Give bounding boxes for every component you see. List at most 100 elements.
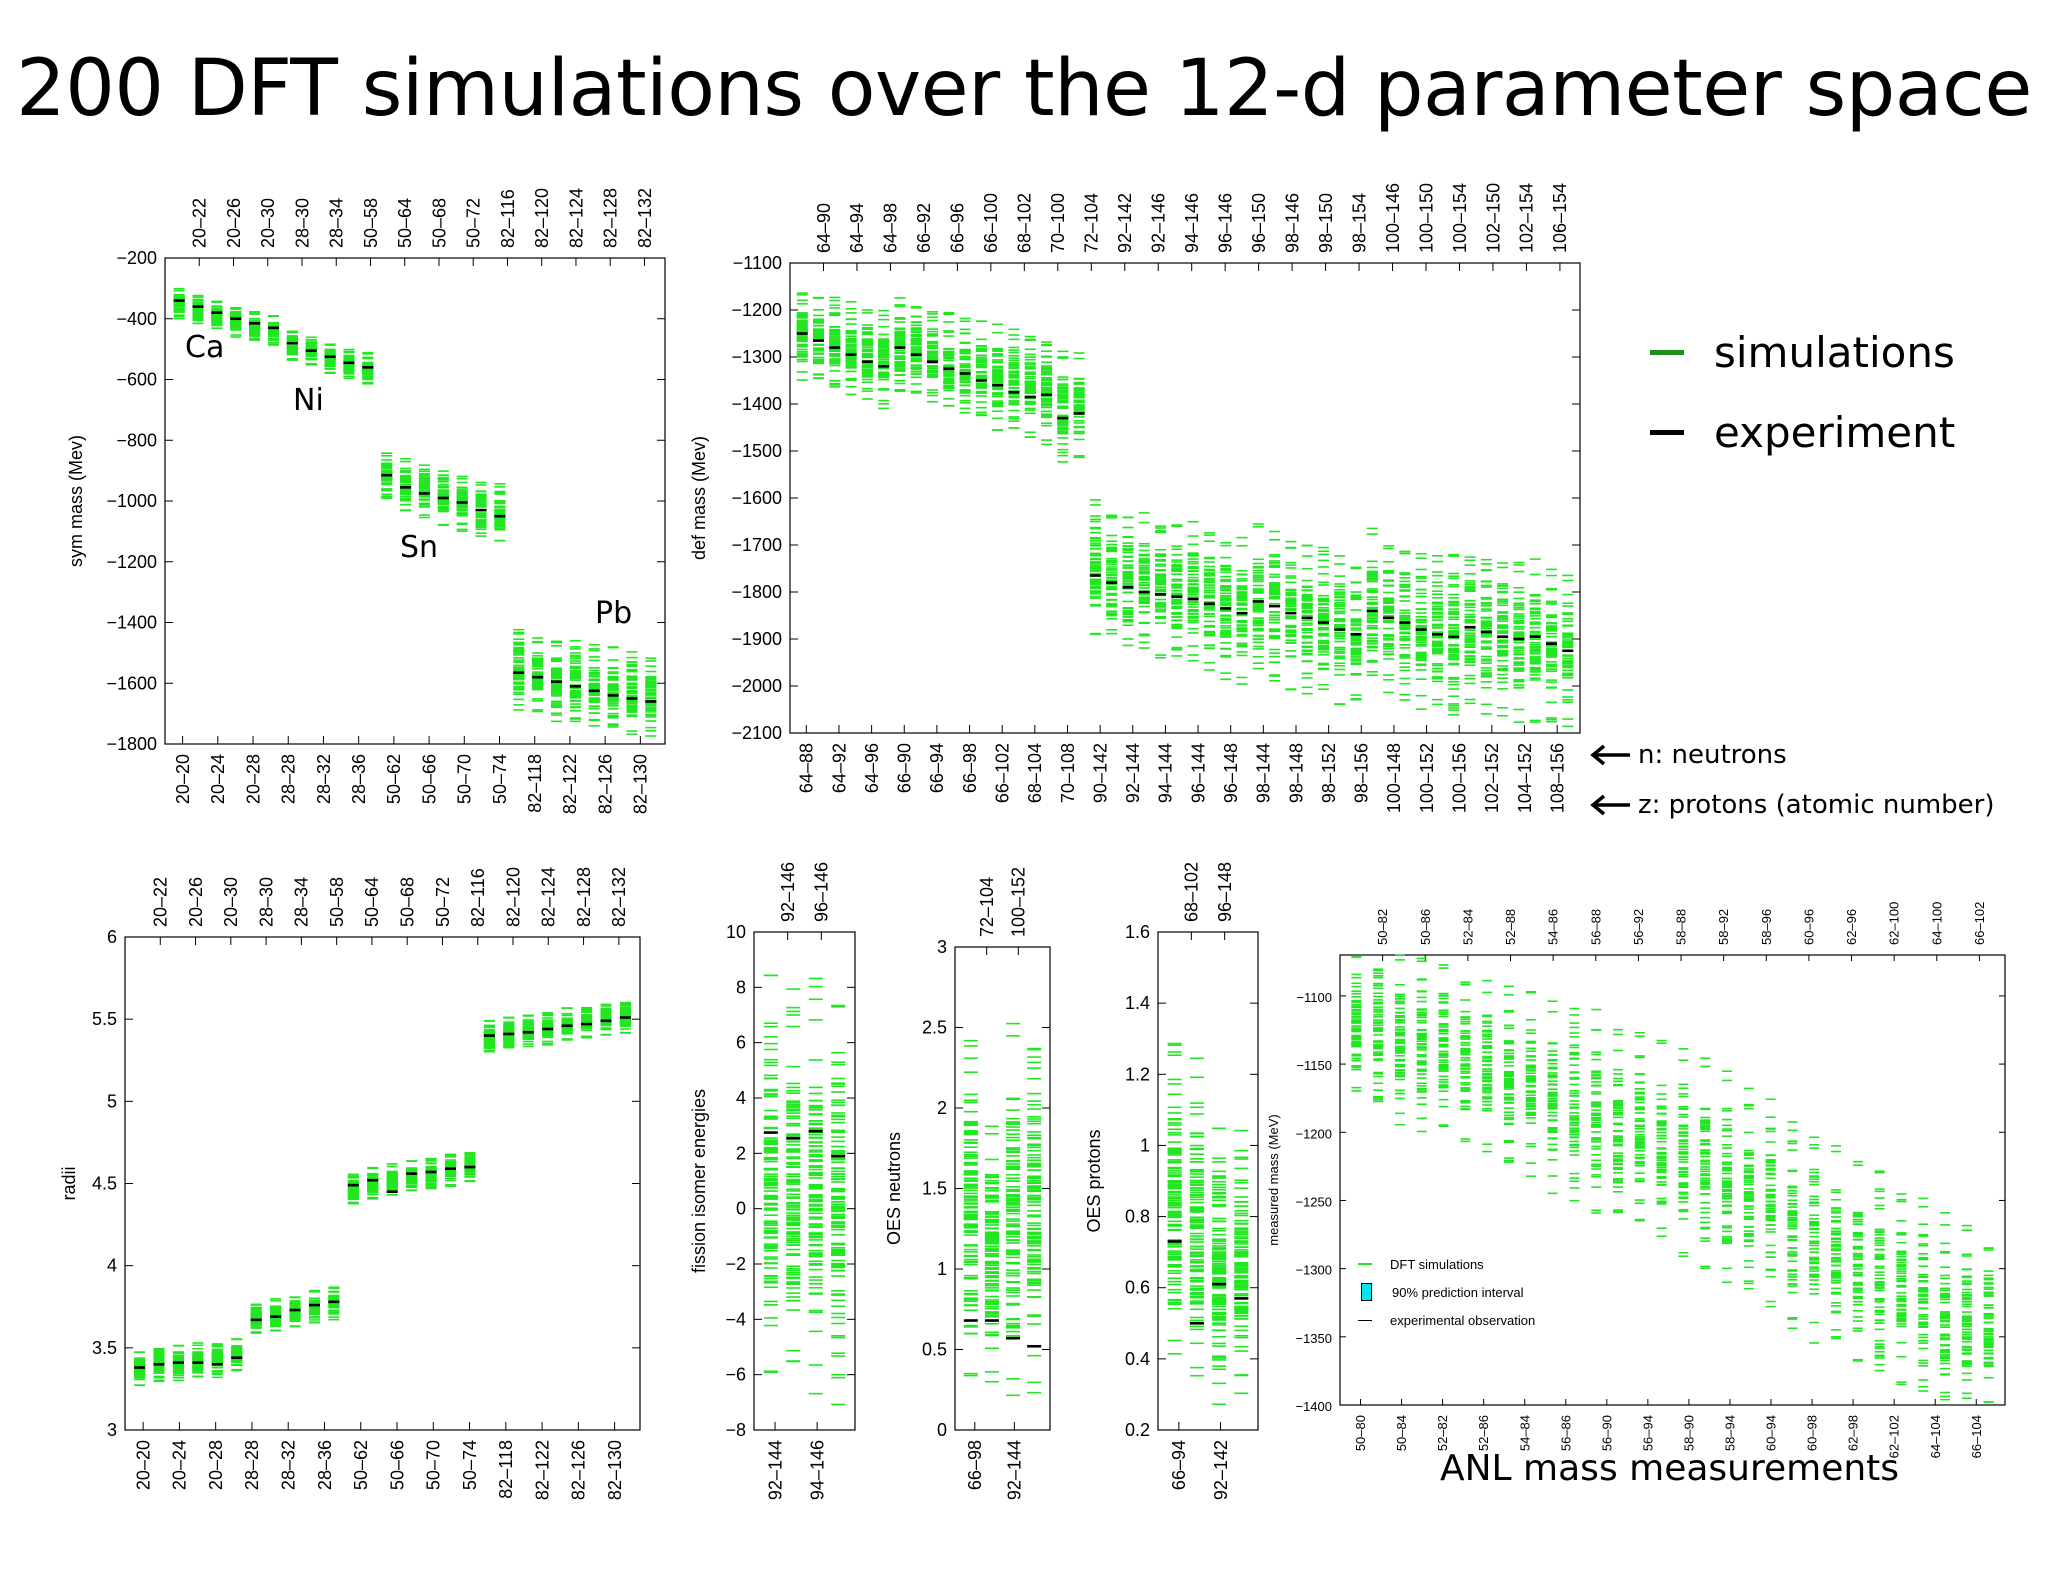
radii-ylabel: radii xyxy=(59,1166,79,1200)
radii-xtick-label: 50–74 xyxy=(460,1440,480,1490)
radii-xtick-top-label: 82–120 xyxy=(503,867,523,927)
radii-xtick-label: 28–32 xyxy=(279,1440,299,1490)
def-sim-column xyxy=(796,292,808,381)
sym-ylabel: sym mass (Mev) xyxy=(66,435,86,567)
sym-sim-column xyxy=(362,351,374,385)
sym-sim-column xyxy=(192,294,204,325)
def-ytick-label: −1700 xyxy=(731,535,782,555)
def-xtick-top-label: 102–154 xyxy=(1517,183,1537,253)
def-xtick-label: 66–98 xyxy=(960,743,980,793)
def-xtick-top-label: 98–154 xyxy=(1349,193,1369,253)
def-xtick-top-label: 92–146 xyxy=(1149,193,1169,253)
def-sim-column xyxy=(1187,520,1199,662)
def-sim-column xyxy=(1008,328,1020,429)
radii-sim-column xyxy=(153,1347,165,1383)
def-xtick-label: 104–152 xyxy=(1515,743,1535,813)
def-sim-column xyxy=(1513,561,1525,724)
radii-xtick-label: 28–36 xyxy=(315,1440,335,1490)
sym-xtick-top-label: 50–58 xyxy=(361,198,381,248)
def-xtick-label: 98–156 xyxy=(1352,743,1372,803)
def-xtick-top-label: 106–154 xyxy=(1550,183,1570,253)
sym-sim-column xyxy=(645,657,657,737)
sym-xtick-label: 50–66 xyxy=(419,754,439,804)
def-ytick-label: −2100 xyxy=(731,723,782,743)
radii-xtick-top-label: 28–34 xyxy=(292,877,312,927)
def-sim-column xyxy=(1236,536,1248,685)
def-xtick-top-label: 64–90 xyxy=(814,203,834,253)
def-xtick-top-label: 92–142 xyxy=(1115,193,1135,253)
def-xtick-label: 66–102 xyxy=(992,743,1012,803)
def-xtick-label: 66–94 xyxy=(927,743,947,793)
def-ytick-label: −1600 xyxy=(731,488,782,508)
def-xtick-label: 94–144 xyxy=(1156,743,1176,803)
def-ytick-label: −1500 xyxy=(731,441,782,461)
def-xtick-label: 98–148 xyxy=(1286,743,1306,803)
def-xtick-top-label: 96–146 xyxy=(1215,193,1235,253)
def-xtick-top-label: 98–150 xyxy=(1316,193,1336,253)
radii-ytick-label: 6 xyxy=(107,927,117,947)
sym-xtick-top-label: 28–30 xyxy=(292,198,312,248)
def-sim-column xyxy=(813,296,825,380)
sym-ytick-label: −1200 xyxy=(106,552,157,572)
def-xtick-label: 96–144 xyxy=(1188,743,1208,803)
def-sim-column xyxy=(845,301,857,396)
radii-xtick-label: 82–126 xyxy=(569,1440,589,1500)
radii-xtick-top-label: 82–124 xyxy=(539,867,559,927)
def-sim-column xyxy=(1562,574,1574,728)
def-xtick-label: 100–148 xyxy=(1384,743,1404,813)
radii-xtick-label: 50–62 xyxy=(351,1440,371,1490)
sym-xtick-label: 28–32 xyxy=(314,754,334,804)
radii-xtick-top-label: 82–132 xyxy=(609,867,629,927)
sym-xtick-top-label: 82–124 xyxy=(566,188,586,248)
radii-xtick-top-label: 50–68 xyxy=(397,877,417,927)
def-sim-column xyxy=(1024,335,1036,439)
def-xtick-top-label: 70–100 xyxy=(1048,193,1068,253)
def-xtick-label: 66–90 xyxy=(895,743,915,793)
def-xtick-top-label: 100–150 xyxy=(1416,183,1436,253)
radii-ytick-label: 5.5 xyxy=(92,1009,117,1029)
sym-xtick-label: 20–24 xyxy=(208,754,228,804)
def-xtick-top-label: 66–92 xyxy=(914,203,934,253)
radii-xtick-top-label: 82–116 xyxy=(468,868,488,927)
def-sim-column xyxy=(1041,341,1053,446)
sym-xtick-label: 82–122 xyxy=(560,754,580,814)
def-xtick-label: 64–96 xyxy=(862,743,882,793)
sym-xtick-top-label: 82–132 xyxy=(635,188,655,248)
radii-xtick-top-label: 20–22 xyxy=(151,877,171,927)
def-xtick-top-label: 68–102 xyxy=(1015,193,1035,253)
def-sim-column xyxy=(1464,556,1476,705)
def-sim-column xyxy=(1317,546,1329,690)
def-ytick-label: −1100 xyxy=(733,253,782,273)
def-plot-frame xyxy=(789,262,1581,734)
def-xtick-label: 98–144 xyxy=(1254,743,1274,803)
sym-ytick-label: −200 xyxy=(116,248,157,268)
def-sim-column xyxy=(1122,516,1134,647)
def-sim-column xyxy=(861,309,873,400)
sym-xtick-label: 50–70 xyxy=(455,754,475,804)
radii-xtick-label: 82–130 xyxy=(605,1440,625,1500)
radii-ytick-label: 4.5 xyxy=(92,1174,117,1194)
def-xtick-label: 92–144 xyxy=(1123,743,1143,803)
sym-sim-column xyxy=(494,483,506,542)
def-ytick-label: −1900 xyxy=(731,629,782,649)
sym-ytick-label: −800 xyxy=(116,430,157,450)
def-sim-column xyxy=(1057,350,1069,463)
chart-sym: −200 −400 −600 −800 −1000 −1200 −1400 −1600 −180… xyxy=(66,188,666,814)
def-sim-column xyxy=(1285,540,1297,691)
radii-xtick-label: 50–70 xyxy=(424,1440,444,1490)
def-sim-column xyxy=(992,323,1004,431)
def-sim-column xyxy=(1252,523,1264,670)
chart-radii: 3 3.5 4 4.5 5 5.5 6 radii 20–20 20–24 20–28 28–28 28… xyxy=(59,867,641,1500)
def-ytick-label: −2000 xyxy=(731,676,782,696)
def-ytick-label: −1200 xyxy=(731,300,782,320)
sym-sim-column xyxy=(418,464,430,519)
sym-plot-frame xyxy=(164,257,666,745)
def-sim-column xyxy=(1497,562,1509,717)
def-ytick-label: −1400 xyxy=(731,394,782,414)
sym-xtick-top-label: 50–72 xyxy=(464,198,484,248)
radii-xtick-top-label: 20–30 xyxy=(221,877,241,927)
sym-xtick-label: 20–20 xyxy=(173,754,193,804)
sym-ytick-label: −1600 xyxy=(106,673,157,693)
def-xtick-top-label: 100–146 xyxy=(1383,183,1403,253)
slide-title: 200 DFT simulations over the 12-d parame… xyxy=(0,44,2048,134)
